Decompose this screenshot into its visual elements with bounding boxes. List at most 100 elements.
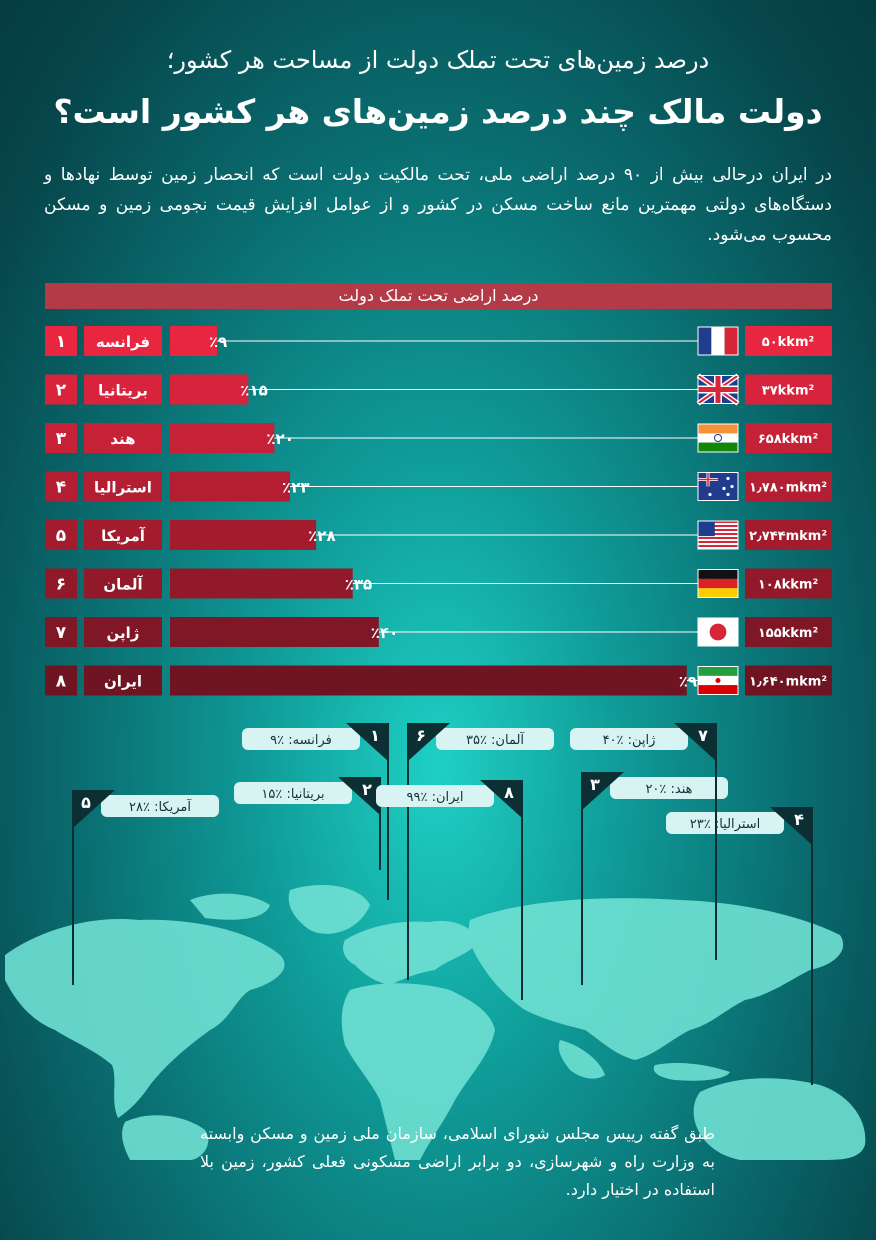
callout-rank: ۲ [362, 780, 372, 799]
country-label: آمریکا [101, 527, 146, 545]
rank-label: ۵ [56, 526, 66, 546]
chart-title: درصد اراضی تحت تملک دولت [45, 283, 832, 309]
callout-pennant [346, 723, 388, 761]
country-label: ژاپن [107, 624, 140, 643]
callout-pennant [408, 723, 450, 761]
rank-label: ۸ [56, 672, 67, 692]
intro-text: در ایران درحالی بیش از ۹۰ درصد اراضی ملی… [44, 165, 832, 245]
country-label: بریتانیا [98, 382, 148, 400]
callout-label-box [666, 812, 784, 834]
bar-value-label: ٪۹ [209, 333, 227, 351]
map-callout: آمریکا: ٪۲۸ ۵ [72, 790, 219, 985]
map-callout: آلمان: ٪۳۵ ۶ [407, 723, 554, 980]
rank-box [45, 326, 77, 356]
footnote: طبق گفته رییس مجلس شورای اسلامی، سازمان … [200, 1124, 715, 1199]
callout-rank: ۵ [81, 793, 91, 812]
callout-pennant [73, 790, 115, 828]
country-box [84, 374, 162, 405]
callout-pennant [338, 777, 380, 815]
callout-label: ژاپن: ٪۴۰ [603, 733, 656, 748]
rank-label: ۶ [56, 575, 66, 595]
country-label: آلمان [103, 576, 143, 594]
rank-label: ۲ [56, 381, 67, 401]
callout-rank: ۴ [794, 810, 804, 829]
map-callout: هند: ٪۲۰ ۳ [581, 772, 728, 985]
area-label: ۱۰۸kkm² [758, 578, 818, 593]
iran-flag [697, 666, 739, 695]
callout-label: فرانسه: ٪۹ [270, 733, 332, 748]
area-box [745, 326, 832, 356]
bar [170, 326, 217, 356]
callout-label-box [242, 728, 360, 750]
callout-label-box [610, 777, 728, 799]
country-label: فرانسه [96, 333, 150, 351]
country-label: ایران [104, 673, 142, 691]
rank-label: ۳ [56, 429, 67, 449]
bar [170, 520, 317, 550]
bar [170, 374, 249, 405]
callout-label: استرالیا: ٪۲۳ [690, 817, 761, 832]
area-label: ۲٫۷۴۴mkm² [749, 529, 827, 544]
country-label: هند [110, 430, 135, 448]
country-box [84, 423, 162, 453]
callout-label-box [101, 795, 219, 817]
country-box [84, 665, 162, 696]
area-box [745, 520, 832, 550]
rank-box [45, 471, 77, 502]
map-callout: فرانسه: ٪۹ ۱ [242, 723, 389, 900]
usa-flag [697, 520, 739, 550]
subtitle: درصد زمین‌های تحت تملک دولت از مساحت هر … [166, 46, 710, 74]
area-label: ۳۷kkm² [762, 384, 814, 399]
area-box [745, 665, 832, 696]
callout-label-box [570, 728, 688, 750]
callout-label: بریتانیا: ٪۱۵ [261, 787, 324, 802]
country-box [84, 617, 162, 647]
bar [170, 568, 353, 599]
callout-label-box [436, 728, 554, 750]
callout-label-box [234, 782, 352, 804]
area-box [745, 423, 832, 453]
callout-rank: ۸ [504, 783, 514, 802]
area-label: ۱۵۵kkm² [758, 626, 818, 641]
area-box [745, 471, 832, 502]
rank-label: ۷ [56, 623, 67, 643]
callout-rank: ۷ [698, 726, 708, 745]
bar-value-label: ٪۲۸ [308, 527, 335, 545]
callout-pennant [582, 772, 624, 810]
india-flag [697, 423, 739, 453]
map-callout: ژاپن: ٪۴۰ ۷ [570, 723, 717, 960]
japan-flag [697, 617, 739, 647]
page-title: دولت مالک چند درصد زمین‌های هر کشور است؟ [53, 92, 823, 131]
bar-value-label: ٪۱۵ [240, 382, 267, 400]
area-label: ۶۵۸kkm² [758, 432, 818, 447]
callout-label: هند: ٪۲۰ [645, 782, 692, 797]
country-box [84, 471, 162, 502]
callout-label: آمریکا: ٪۲۸ [129, 798, 192, 815]
map-callout: بریتانیا: ٪۱۵ ۲ [234, 777, 381, 870]
callout-pennant [480, 780, 522, 818]
bar-value-label: ٪۴۰ [371, 624, 398, 642]
area-box [745, 374, 832, 405]
bar [170, 471, 291, 502]
france-flag [697, 326, 739, 356]
callout-label-box [376, 785, 494, 807]
rank-box [45, 423, 77, 453]
bar-value-label: ٪۲۰ [266, 430, 293, 448]
area-box [745, 568, 832, 599]
rank-box [45, 665, 77, 696]
area-box [745, 617, 832, 647]
australia-flag [697, 472, 739, 501]
area-label: ۵۰kkm² [762, 335, 814, 350]
bar [170, 423, 275, 453]
country-label: استرالیا [94, 479, 152, 497]
callout-label: ایران: ٪۹۹ [406, 790, 463, 805]
bar-value-label: ٪۲۳ [282, 479, 309, 497]
bar [170, 665, 687, 696]
rank-box [45, 520, 77, 550]
callout-rank: ۳ [590, 775, 600, 794]
country-box [84, 520, 162, 550]
rank-box [45, 617, 77, 647]
map-callout: استرالیا: ٪۲۳ ۴ [666, 807, 813, 1085]
bar-chart: ۱ فرانسه ٪۹ ۵۰kkm² ۲ بریتانیا ٪۱۵ ۳۷kkm² ۳ هند ٪۲۰… [45, 326, 832, 696]
uk-flag [696, 373, 740, 406]
